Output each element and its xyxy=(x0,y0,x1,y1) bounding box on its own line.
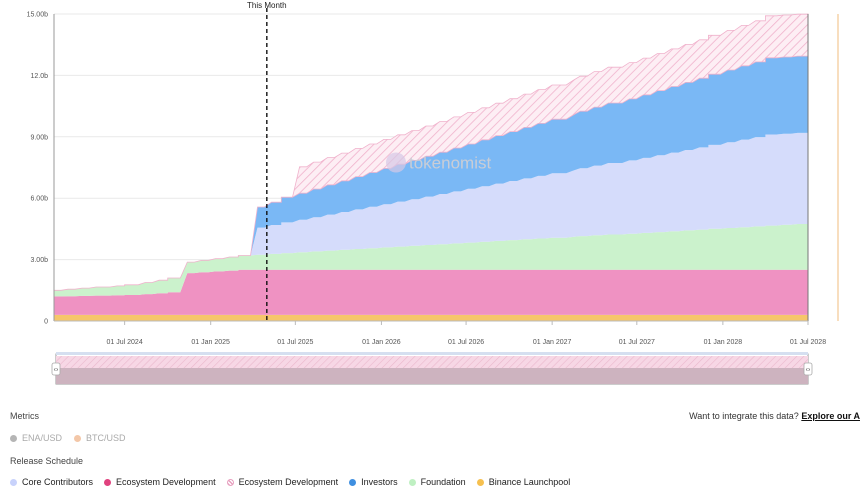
legend-binance-launchpool[interactable]: Binance Launchpool xyxy=(476,477,571,487)
integrate-text: Want to integrate this data? xyxy=(689,411,799,421)
watermark: tokenomist xyxy=(386,152,491,173)
range-slider[interactable]: ‹› ‹› xyxy=(51,352,813,385)
legend-investors-dot xyxy=(349,478,357,486)
x-tick-label: 01 Jul 2025 xyxy=(277,339,313,346)
legend-ecosystem-development-hatched-label: Ecosystem Development xyxy=(238,477,339,487)
legend-investors[interactable]: Investors xyxy=(349,477,398,487)
metric-ena-usd-label: ENA/USD xyxy=(22,433,63,443)
slider-right-handle[interactable]: ‹› xyxy=(803,362,813,376)
x-tick-label: 01 Jan 2025 xyxy=(191,339,230,346)
slider-left-handle-glyph: ‹› xyxy=(54,367,59,374)
x-tick-label: 01 Jul 2027 xyxy=(619,339,655,346)
release-schedule-title: Release Schedule xyxy=(10,456,84,466)
y-tick-label: 0 xyxy=(44,319,48,326)
legend-foundation[interactable]: Foundation xyxy=(408,477,466,487)
legend-binance-launchpool-dot xyxy=(476,478,484,486)
y-tick-label: 15.00b xyxy=(27,12,49,19)
metric-ena-usd-dot xyxy=(10,434,17,442)
watermark-logo xyxy=(386,152,406,173)
watermark-text: tokenomist xyxy=(409,154,491,173)
this-month-marker: This Month xyxy=(247,1,287,321)
vesting-chart[interactable]: 0 3.00b 6.00b 9.00b 12.0b 15.00b 01 Jul 2024 01… xyxy=(0,0,860,400)
legend-core-contributors-label: Core Contributors xyxy=(22,477,94,487)
slider-top-bar xyxy=(56,352,808,355)
legend-ecosystem-development-hatched-dot xyxy=(226,478,234,486)
x-tick-label: 01 Jul 2028 xyxy=(790,339,826,346)
legend-foundation-dot xyxy=(408,478,416,486)
legend-investors-label: Investors xyxy=(361,477,398,487)
y-tick-label: 3.00b xyxy=(30,257,48,264)
integrate-prompt: Want to integrate this data? Explore our… xyxy=(689,411,860,421)
legend-core-contributors[interactable]: Core Contributors xyxy=(10,477,93,487)
metric-btc-usd[interactable]: BTC/USD xyxy=(74,433,126,443)
metric-btc-usd-label: BTC/USD xyxy=(86,433,126,443)
area-investors[interactable] xyxy=(54,55,808,291)
x-tick-label: 01 Jul 2024 xyxy=(107,339,143,346)
chart-canvas[interactable]: 0 3.00b 6.00b 9.00b 12.0b 15.00b 01 Jul 2024 01… xyxy=(0,0,860,400)
x-tick-label: 01 Jan 2026 xyxy=(362,339,401,346)
metrics-title: Metrics xyxy=(10,411,39,421)
y-tick-label: 6.00b xyxy=(30,196,48,203)
legend-binance-launchpool-label: Binance Launchpool xyxy=(488,477,571,487)
legend-ecosystem-development-hatched[interactable]: Ecosystem Development xyxy=(226,477,339,487)
area-core-contributors[interactable] xyxy=(54,132,808,291)
legend-ecosystem-development-label: Ecosystem Development xyxy=(116,477,216,487)
y-tick-label: 9.00b xyxy=(30,134,48,141)
legend-core-contributors-dot xyxy=(10,478,17,486)
this-month-label: This Month xyxy=(247,1,287,10)
x-tick-label: 01 Jan 2027 xyxy=(533,339,572,346)
x-tick-label: 01 Jul 2026 xyxy=(448,339,484,346)
metrics-list: ENA/USD BTC/USD xyxy=(10,433,126,443)
y-tick-label: 12.0b xyxy=(30,73,48,80)
axes: 0 3.00b 6.00b 9.00b 12.0b 15.00b 01 Jul 2024 01… xyxy=(27,12,839,346)
release-schedule-legend: Core Contributors Ecosystem Development … xyxy=(10,477,570,487)
legend-ecosystem-development[interactable]: Ecosystem Development xyxy=(104,477,216,487)
slider-preview-lower xyxy=(56,368,808,384)
slider-left-handle-grip xyxy=(51,362,61,376)
metric-btc-usd-dot xyxy=(74,434,82,442)
legend-foundation-label: Foundation xyxy=(420,477,466,487)
area-ecosystem-development[interactable] xyxy=(54,269,808,315)
slider-preview-upper xyxy=(56,356,808,368)
area-foundation[interactable] xyxy=(54,223,808,297)
area-binance-launchpool[interactable] xyxy=(54,314,808,321)
slider-right-handle-glyph: ‹› xyxy=(806,367,811,374)
x-tick-label: 01 Jan 2028 xyxy=(704,339,743,346)
slider-right-handle-grip xyxy=(803,362,813,376)
explore-api-link[interactable]: Explore our A xyxy=(801,411,860,421)
legend-ecosystem-development-dot xyxy=(104,478,112,486)
metric-ena-usd[interactable]: ENA/USD xyxy=(10,433,62,443)
slider-left-handle[interactable]: ‹› xyxy=(51,362,61,376)
